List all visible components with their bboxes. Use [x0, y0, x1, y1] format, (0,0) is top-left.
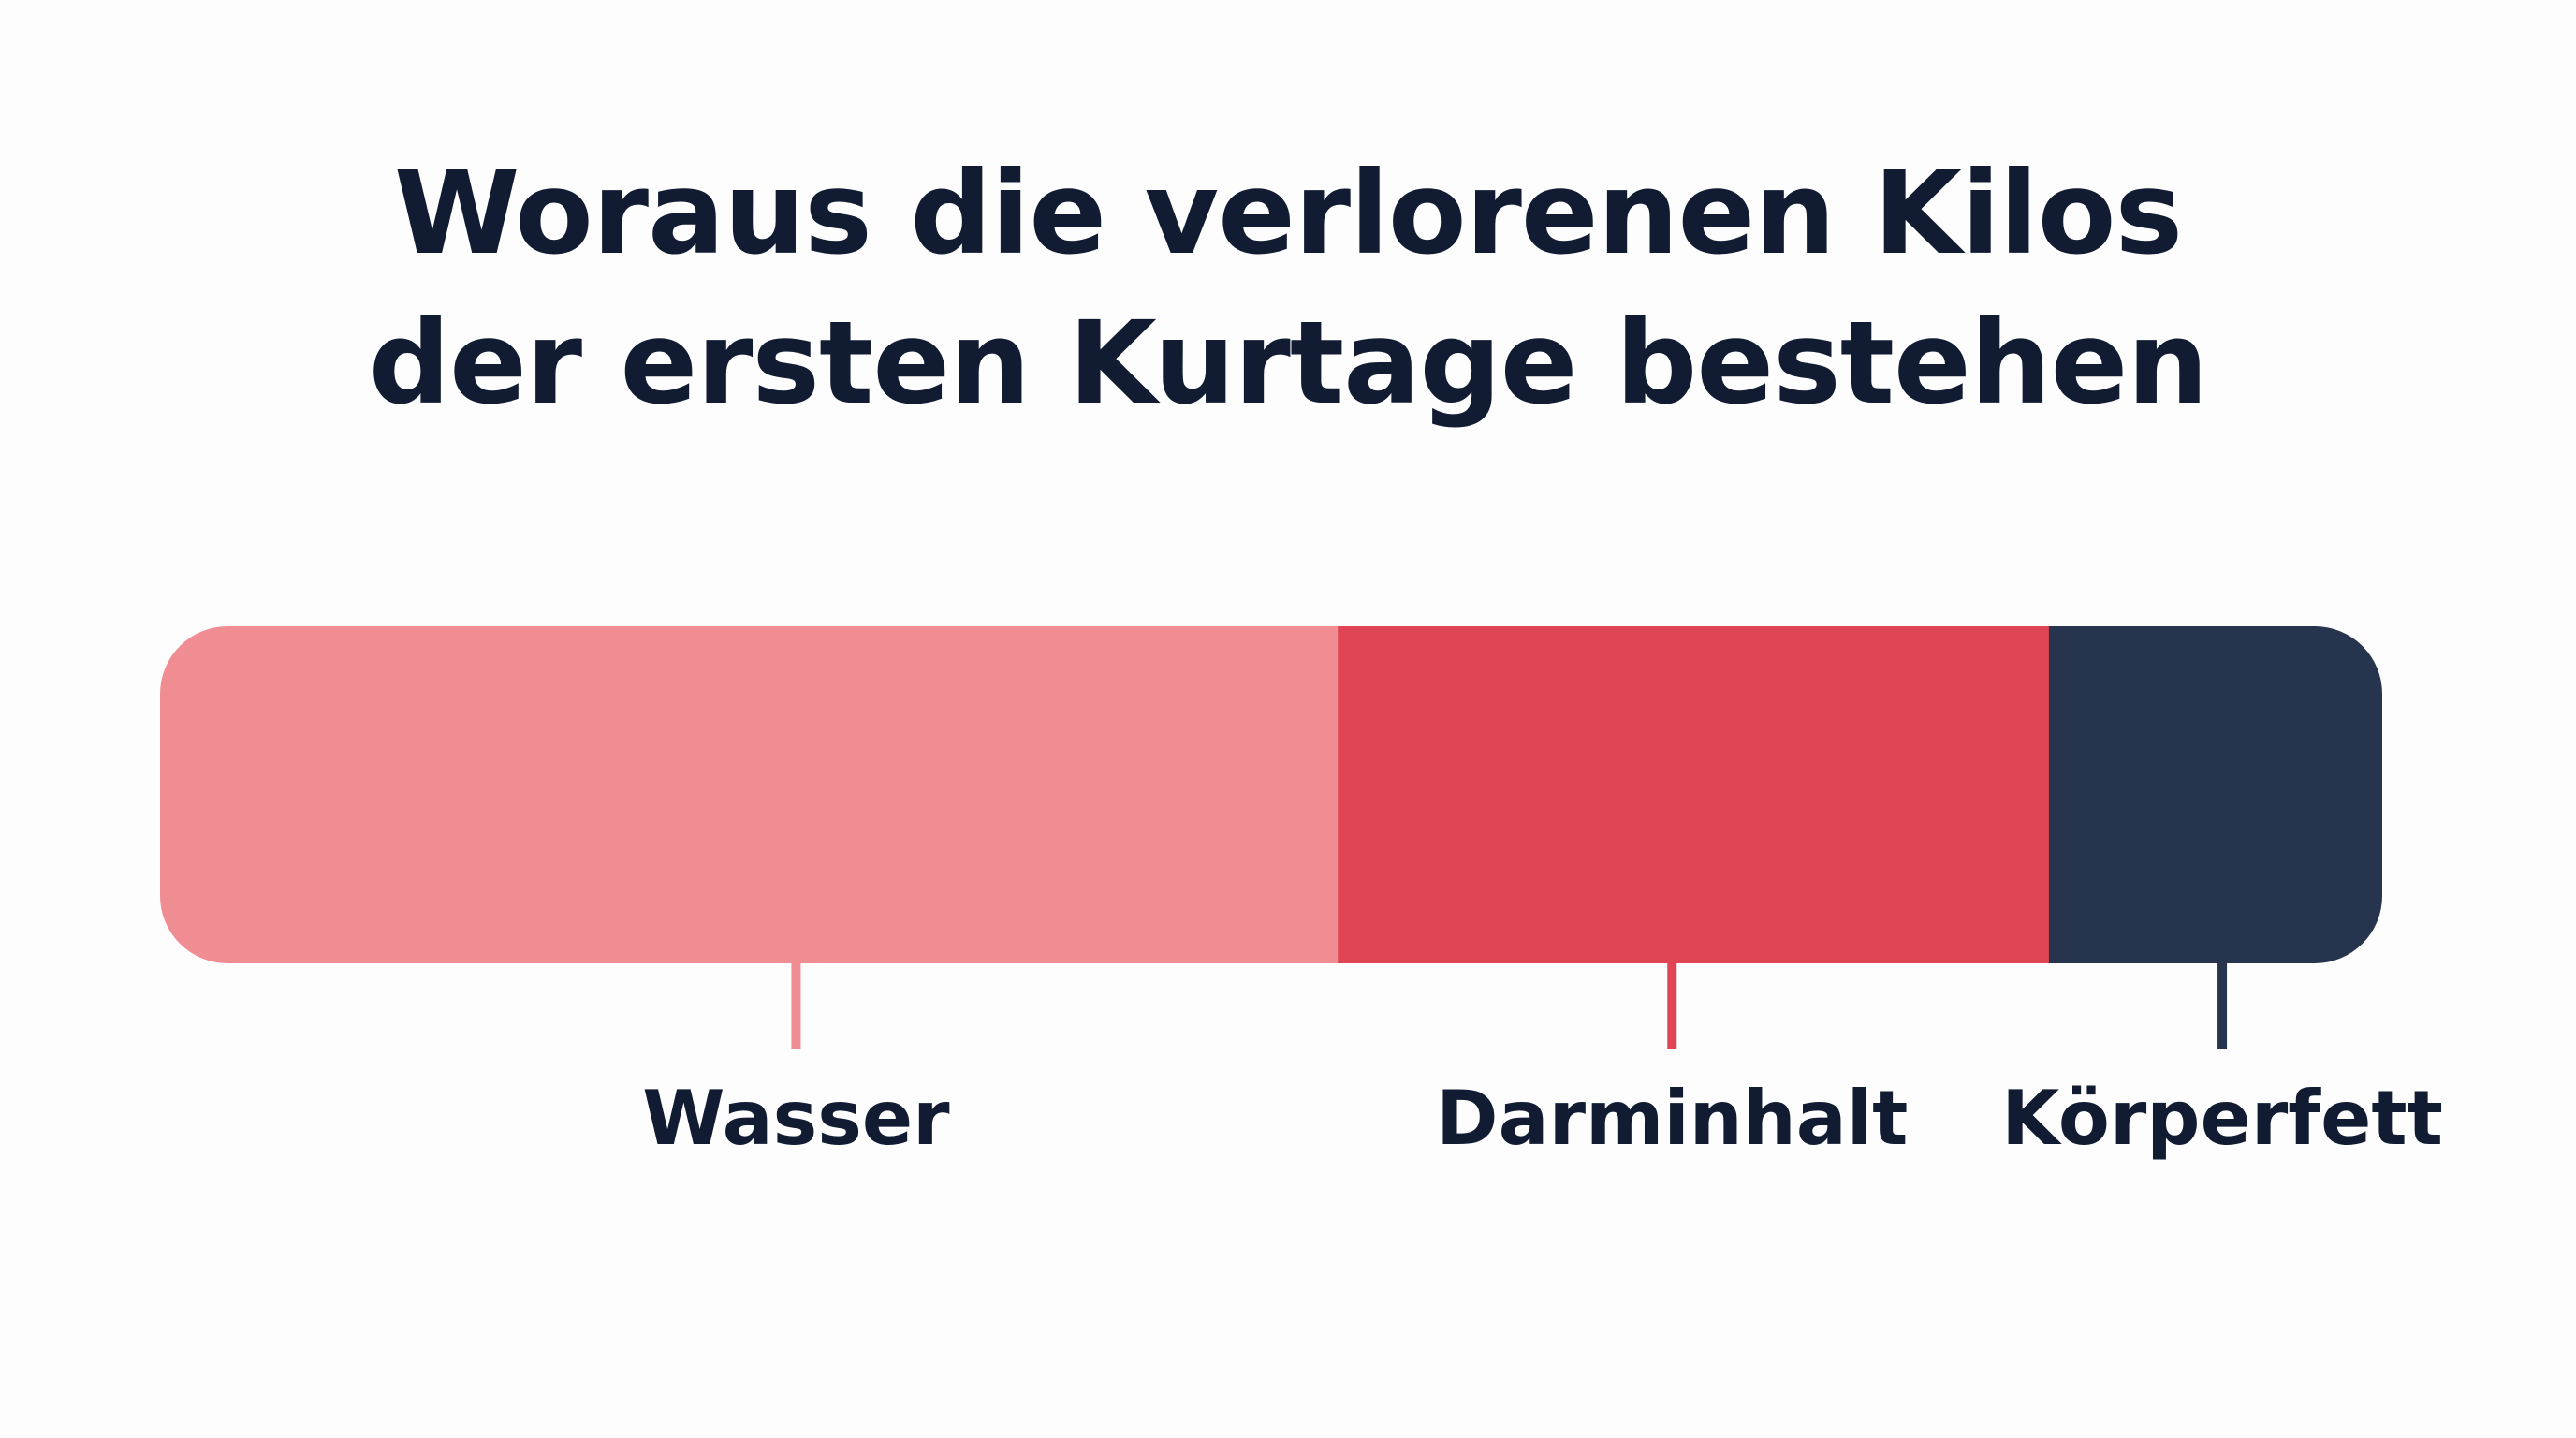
- segment-labels: Wasser Darminhalt Körperfett: [642, 1075, 2443, 1162]
- label-koerperfett: Körperfett: [2001, 1075, 2443, 1162]
- chart-title: Woraus die verlorenen Kilos der ersten K…: [0, 139, 2576, 438]
- chart-title-line-2: der ersten Kurtage bestehen: [368, 297, 2208, 430]
- segment-ticks: [791, 963, 2228, 1049]
- bar-segments: [160, 626, 2382, 963]
- label-darminhalt: Darminhalt: [1436, 1075, 1908, 1162]
- chart-title-line-1: Woraus die verlorenen Kilos: [393, 147, 2183, 280]
- bar-segment-wasser: [160, 626, 1339, 963]
- bar-segment-koerperfett: [2048, 626, 2382, 963]
- label-wasser: Wasser: [642, 1075, 950, 1162]
- bar-segment-darminhalt: [1338, 626, 2050, 963]
